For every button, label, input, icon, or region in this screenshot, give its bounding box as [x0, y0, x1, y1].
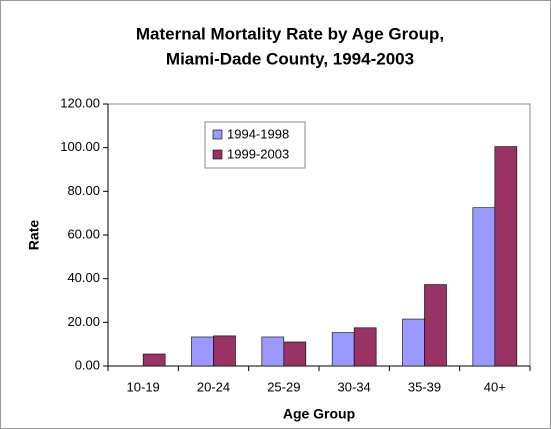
x-tick-label: 10-19: [127, 379, 160, 394]
y-tick-label: 100.00: [60, 139, 100, 154]
bar: [472, 207, 496, 367]
y-tick-label: 80.00: [67, 183, 100, 198]
legend-swatch: [212, 129, 223, 140]
bar: [331, 332, 355, 367]
legend-label: 1994-1998: [227, 126, 289, 141]
y-tick-label: 120.00: [60, 95, 100, 110]
y-axis-label: Rate: [26, 220, 42, 251]
y-tick-label: 0.00: [75, 357, 100, 372]
x-tick-label: 40+: [484, 379, 506, 394]
y-tick-label: 20.00: [67, 314, 100, 329]
bar: [283, 341, 307, 367]
bar: [213, 335, 236, 367]
x-tick-label: 35-39: [408, 379, 441, 394]
bar: [494, 146, 518, 367]
y-tick-label: 60.00: [67, 226, 100, 241]
bar: [142, 353, 166, 367]
bar: [353, 327, 377, 367]
x-tick-label: 25-29: [267, 379, 300, 394]
y-tick-label: 40.00: [67, 270, 100, 285]
x-tick-label: 20-24: [197, 379, 230, 394]
chart-subtitle: Miami-Dade County, 1994-2003: [166, 49, 414, 68]
x-tick-label: 30-34: [338, 379, 371, 394]
bar: [261, 336, 285, 367]
bar: [191, 336, 214, 367]
bar: [402, 318, 425, 367]
bar: [424, 284, 447, 367]
legend-label: 1999-2003: [227, 146, 289, 161]
chart-title: Maternal Mortality Rate by Age Group,: [136, 24, 444, 43]
legend-box: [204, 121, 306, 169]
legend-swatch: [212, 149, 223, 160]
x-axis-label: Age Group: [283, 406, 355, 422]
